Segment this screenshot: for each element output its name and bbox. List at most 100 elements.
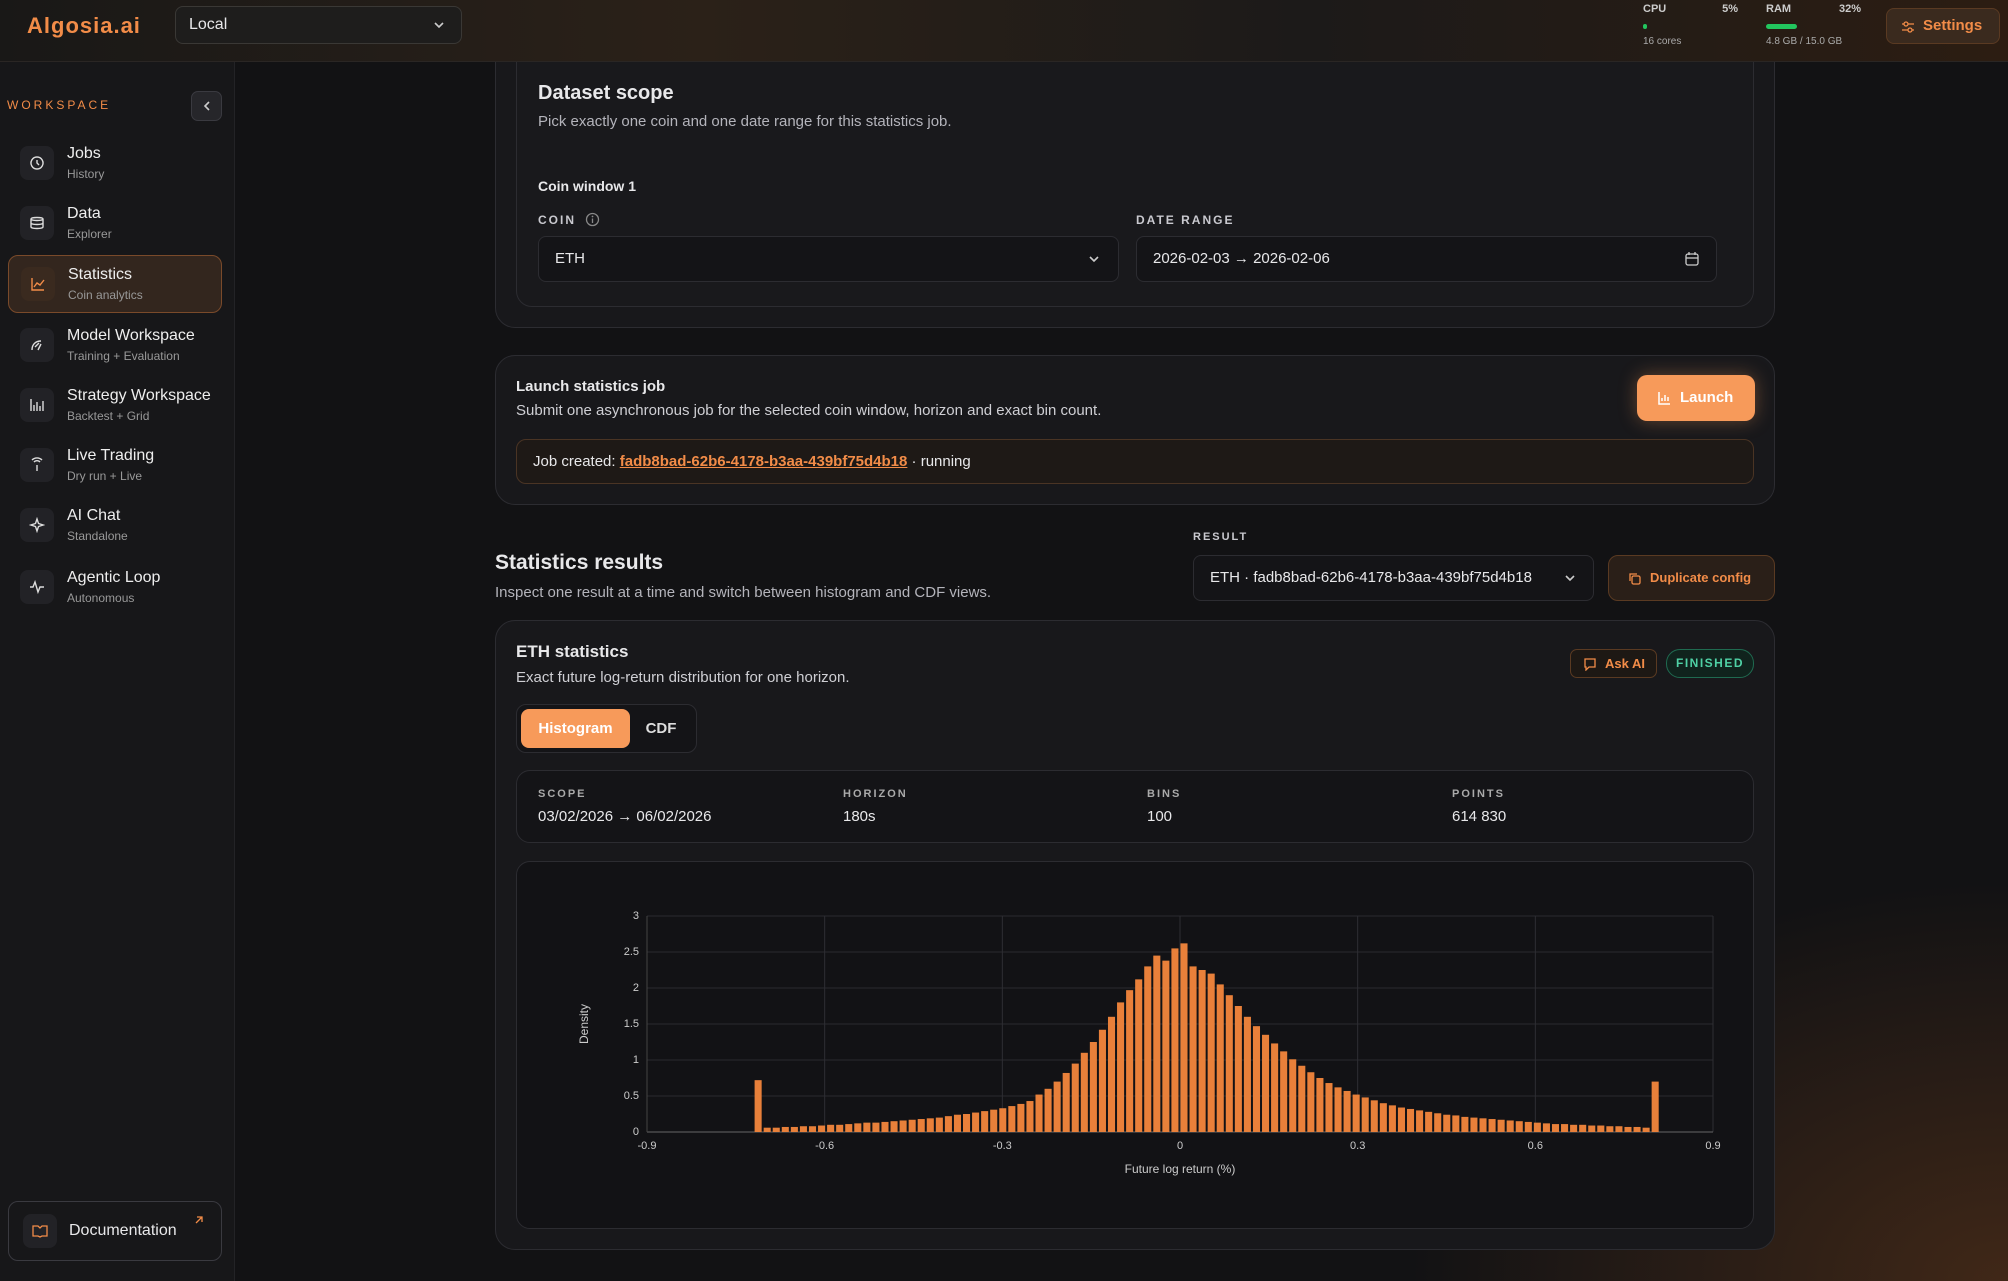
- chevron-left: [203, 101, 210, 111]
- documentation-link[interactable]: Documentation: [8, 1201, 222, 1261]
- bar: [1434, 1113, 1442, 1132]
- bar: [872, 1122, 880, 1132]
- nav-item[interactable]: Statistics Coin analytics: [8, 255, 222, 313]
- bar: [1570, 1124, 1578, 1132]
- bar: [1216, 984, 1224, 1132]
- nav-icon: [30, 399, 44, 411]
- bar: [908, 1119, 916, 1132]
- settings-icon: [1902, 21, 1914, 33]
- bar: [890, 1121, 898, 1132]
- ask-ai-button[interactable]: Ask AI: [1570, 649, 1657, 678]
- y-tick-label: 1.5: [624, 1018, 639, 1030]
- nav-subtitle: Training + Evaluation: [67, 349, 180, 363]
- field-label: COIN: [538, 213, 576, 227]
- select-value: Local: [189, 16, 228, 33]
- chevron: [1565, 575, 1575, 582]
- bar: [1343, 1090, 1351, 1132]
- settings-button[interactable]: Settings: [1886, 8, 2000, 44]
- bar: [1017, 1103, 1025, 1132]
- stat-label: POINTS: [1452, 788, 1505, 800]
- nav-item[interactable]: Model Workspace Training + Evaluation: [8, 317, 222, 375]
- bar: [1080, 1052, 1088, 1132]
- launch-description: Submit one asynchronous job for the sele…: [516, 402, 1102, 419]
- nav-title: Jobs: [67, 145, 101, 162]
- stats-box: [516, 770, 1754, 843]
- nav-icon: [31, 278, 45, 291]
- date-picker[interactable]: [1136, 236, 1717, 282]
- bar: [1207, 973, 1215, 1132]
- copy-icon: [1629, 573, 1641, 585]
- histogram-chart: Density Future log return (%) 0 0.5 1 1.5 2 2…: [577, 910, 1720, 1176]
- bar: [799, 1126, 807, 1132]
- nav-item[interactable]: Live Trading Dry run + Live: [8, 437, 222, 495]
- bar: [808, 1126, 817, 1132]
- bar: [963, 1114, 971, 1132]
- collapse-button[interactable]: [191, 91, 222, 121]
- stat-label: SCOPE: [538, 788, 587, 800]
- nav-title: Live Trading: [67, 447, 155, 464]
- window-title: Coin window 1: [538, 178, 636, 194]
- environment-select[interactable]: Local: [175, 6, 462, 44]
- bar: [1479, 1118, 1487, 1132]
- job-status-box: [516, 439, 1754, 484]
- logo: Algosia.ai: [27, 13, 141, 38]
- results-title: Statistics results: [495, 551, 664, 574]
- tab[interactable]: CDF: [645, 720, 677, 737]
- x-tick-label: -0.3: [993, 1140, 1012, 1152]
- stat-value: 614 830: [1452, 808, 1507, 825]
- bar: [981, 1111, 989, 1132]
- ram-label: RAM: [1766, 3, 1792, 15]
- card-description: Exact future log-return distribution for…: [516, 669, 850, 686]
- bar: [1606, 1126, 1614, 1132]
- job-prefix: Job created:: [533, 453, 616, 470]
- bar: [935, 1117, 943, 1132]
- bar: [1171, 948, 1179, 1132]
- duplicate-button[interactable]: Duplicate config: [1608, 555, 1775, 601]
- bar: [845, 1124, 853, 1132]
- chart-icon: [1658, 392, 1670, 405]
- bar: [1443, 1114, 1451, 1132]
- bar: [999, 1108, 1007, 1132]
- nav-icon: [29, 517, 45, 533]
- bar: [1135, 979, 1143, 1132]
- nav-icon: [30, 579, 44, 595]
- sidebar: WORKSPACE Documentation Jobs History Data E…: [0, 61, 235, 1281]
- bar: [1561, 1124, 1569, 1132]
- section-title: Dataset scope: [538, 82, 674, 104]
- nav-subtitle: Backtest + Grid: [67, 409, 150, 423]
- x-tick-label: 0.9: [1705, 1140, 1720, 1152]
- nav-item[interactable]: Strategy Workspace Backtest + Grid: [8, 377, 222, 435]
- bar: [1624, 1126, 1632, 1132]
- bar: [854, 1123, 862, 1132]
- ram-bar: [1766, 24, 1797, 29]
- bar: [1243, 1016, 1251, 1132]
- launch-button[interactable]: Launch: [1637, 375, 1755, 421]
- bar: [1144, 966, 1152, 1132]
- x-tick-label: -0.9: [638, 1140, 657, 1152]
- stat-value: 100: [1147, 808, 1173, 825]
- nav-item[interactable]: Jobs History: [8, 135, 222, 193]
- job-link[interactable]: fadb8bad-62b6-4178-b3aa-439bf75d4b18: [619, 453, 908, 470]
- job-state: · running: [911, 453, 971, 470]
- bar: [917, 1119, 925, 1132]
- nav-title: Strategy Workspace: [67, 387, 211, 404]
- nav-item[interactable]: Data Explorer: [8, 195, 222, 253]
- bar: [1098, 1029, 1106, 1132]
- result-select[interactable]: [1193, 555, 1594, 601]
- tab[interactable]: Histogram: [521, 709, 630, 748]
- bar: [1470, 1117, 1478, 1132]
- bar: [1588, 1125, 1596, 1132]
- nav-item[interactable]: Agentic Loop Autonomous: [8, 559, 222, 617]
- select-value: ETH · fadb8bad-62b6-4178-b3aa-439bf75d4b…: [1210, 569, 1532, 586]
- cpu-detail: 16 cores: [1643, 36, 1682, 47]
- bar: [1352, 1094, 1360, 1132]
- icon-path: [30, 399, 44, 411]
- bar: [818, 1125, 826, 1132]
- bar: [1035, 1094, 1043, 1132]
- nav-item[interactable]: AI Chat Standalone: [8, 497, 222, 555]
- stat-value: 03/02/2026 → 06/02/2026: [538, 808, 712, 825]
- bar: [1316, 1078, 1324, 1132]
- stat-label: BINS: [1147, 788, 1182, 800]
- coin-select[interactable]: [538, 236, 1119, 282]
- nav-subtitle: Coin analytics: [68, 288, 143, 302]
